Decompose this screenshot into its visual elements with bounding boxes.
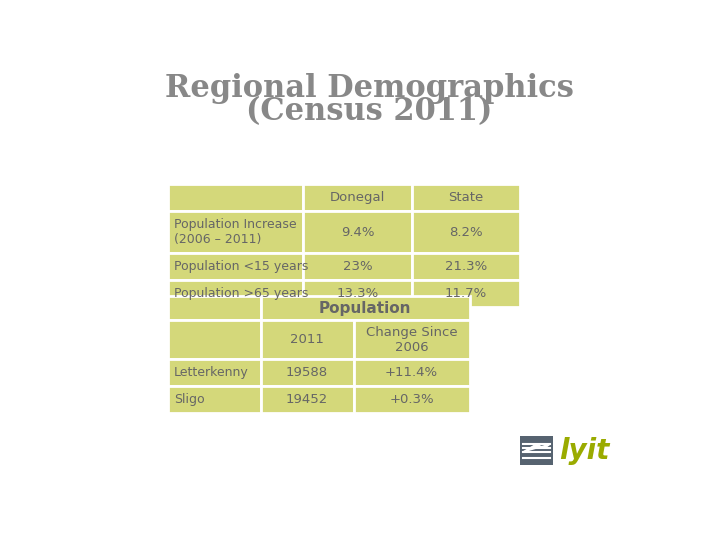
Text: Change Since
2006: Change Since 2006 [366,326,457,354]
Bar [168,184,303,211]
Text: State: State [449,191,484,204]
Text: 9.4%: 9.4% [341,226,374,239]
Text: 11.7%: 11.7% [445,287,487,300]
Bar [168,296,261,320]
Bar [354,386,469,413]
Bar [412,280,520,307]
Text: Population: Population [319,301,411,315]
Text: +11.4%: +11.4% [385,366,438,379]
Bar [354,320,469,359]
Bar [168,320,261,359]
Bar [303,253,412,280]
Text: 8.2%: 8.2% [449,226,482,239]
Bar [354,359,469,386]
Text: 13.3%: 13.3% [336,287,379,300]
Bar [412,184,520,211]
Text: lyit: lyit [559,436,609,464]
Text: Donegal: Donegal [330,191,385,204]
Text: Regional Demographics: Regional Demographics [165,72,573,104]
Bar [168,280,303,307]
Bar [261,386,354,413]
Polygon shape [523,444,550,452]
Text: Population >65 years: Population >65 years [174,287,308,300]
Text: Sligo: Sligo [174,393,204,406]
Text: 21.3%: 21.3% [445,260,487,273]
Bar [168,211,303,253]
Text: 2011: 2011 [290,333,324,346]
Text: 19452: 19452 [286,393,328,406]
Bar [168,253,303,280]
Bar [520,436,553,465]
Bar [261,296,469,320]
Bar [303,280,412,307]
Bar [168,359,261,386]
Bar [303,211,412,253]
Bar [303,184,412,211]
Text: 23%: 23% [343,260,372,273]
Bar [168,386,261,413]
Bar [261,359,354,386]
Bar [261,320,354,359]
Bar [412,211,520,253]
Text: +0.3%: +0.3% [390,393,434,406]
Bar [412,253,520,280]
Text: Population <15 years: Population <15 years [174,260,308,273]
Text: Letterkenny: Letterkenny [174,366,248,379]
Text: Population Increase
(2006 – 2011): Population Increase (2006 – 2011) [174,218,297,246]
Text: (Census 2011): (Census 2011) [246,96,492,126]
Text: 19588: 19588 [286,366,328,379]
